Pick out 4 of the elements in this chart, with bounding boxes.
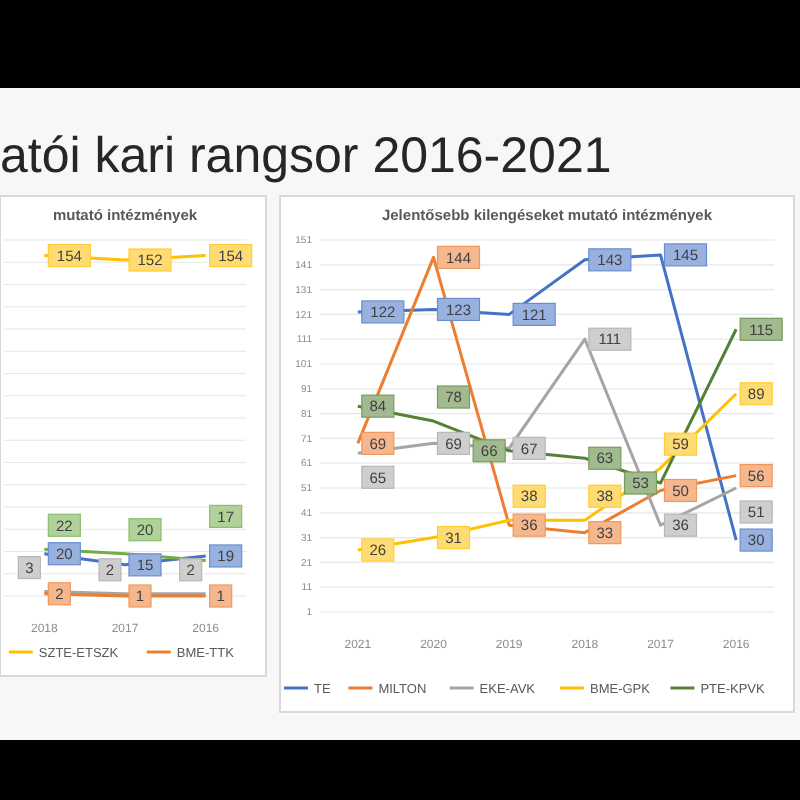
line-series bbox=[356, 392, 738, 552]
line-series bbox=[356, 327, 738, 485]
line-series bbox=[356, 337, 738, 527]
text: atói kari rangsor 2016-2021 bbox=[0, 128, 612, 184]
